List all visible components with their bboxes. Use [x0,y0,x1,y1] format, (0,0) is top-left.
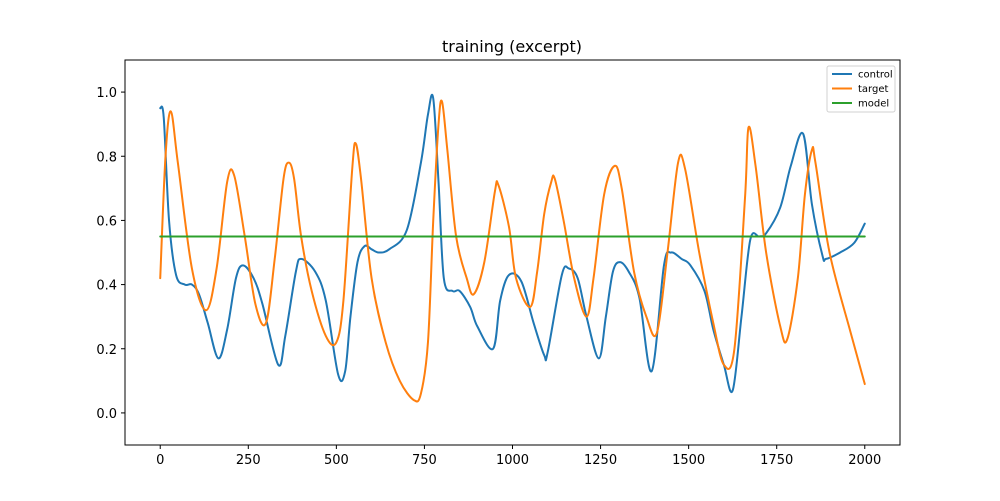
y-tick-label: 0.0 [96,407,117,422]
x-tick-label: 750 [412,453,437,468]
legend: control target model [826,65,896,113]
legend-label-model: model [858,99,889,110]
y-tick-label: 1.0 [96,86,117,101]
x-tick-label: 1250 [584,453,617,468]
y-axis: 0.0 0.2 0.4 0.6 0.8 1.0 [96,86,125,422]
y-tick-label: 0.2 [96,343,117,358]
x-axis: 0 250 500 750 1000 1250 1500 1750 2000 [156,445,881,468]
legend-label-control: control [858,70,893,81]
x-tick-label: 2000 [848,453,881,468]
x-tick-label: 1500 [672,453,705,468]
legend-box [826,65,896,113]
y-tick-label: 0.6 [96,214,117,229]
y-tick-label: 0.4 [96,279,117,294]
plot-lines [159,93,866,403]
y-tick-label: 0.8 [96,150,117,165]
chart-title: training (excerpt) [442,37,582,56]
x-tick-label: 1000 [496,453,529,468]
x-tick-label: 0 [156,453,164,468]
x-tick-label: 500 [324,453,349,468]
legend-label-target: target [858,84,888,95]
series-line-target [159,99,866,403]
x-tick-label: 250 [236,453,261,468]
x-tick-label: 1750 [760,453,793,468]
series-line-control [159,93,866,394]
